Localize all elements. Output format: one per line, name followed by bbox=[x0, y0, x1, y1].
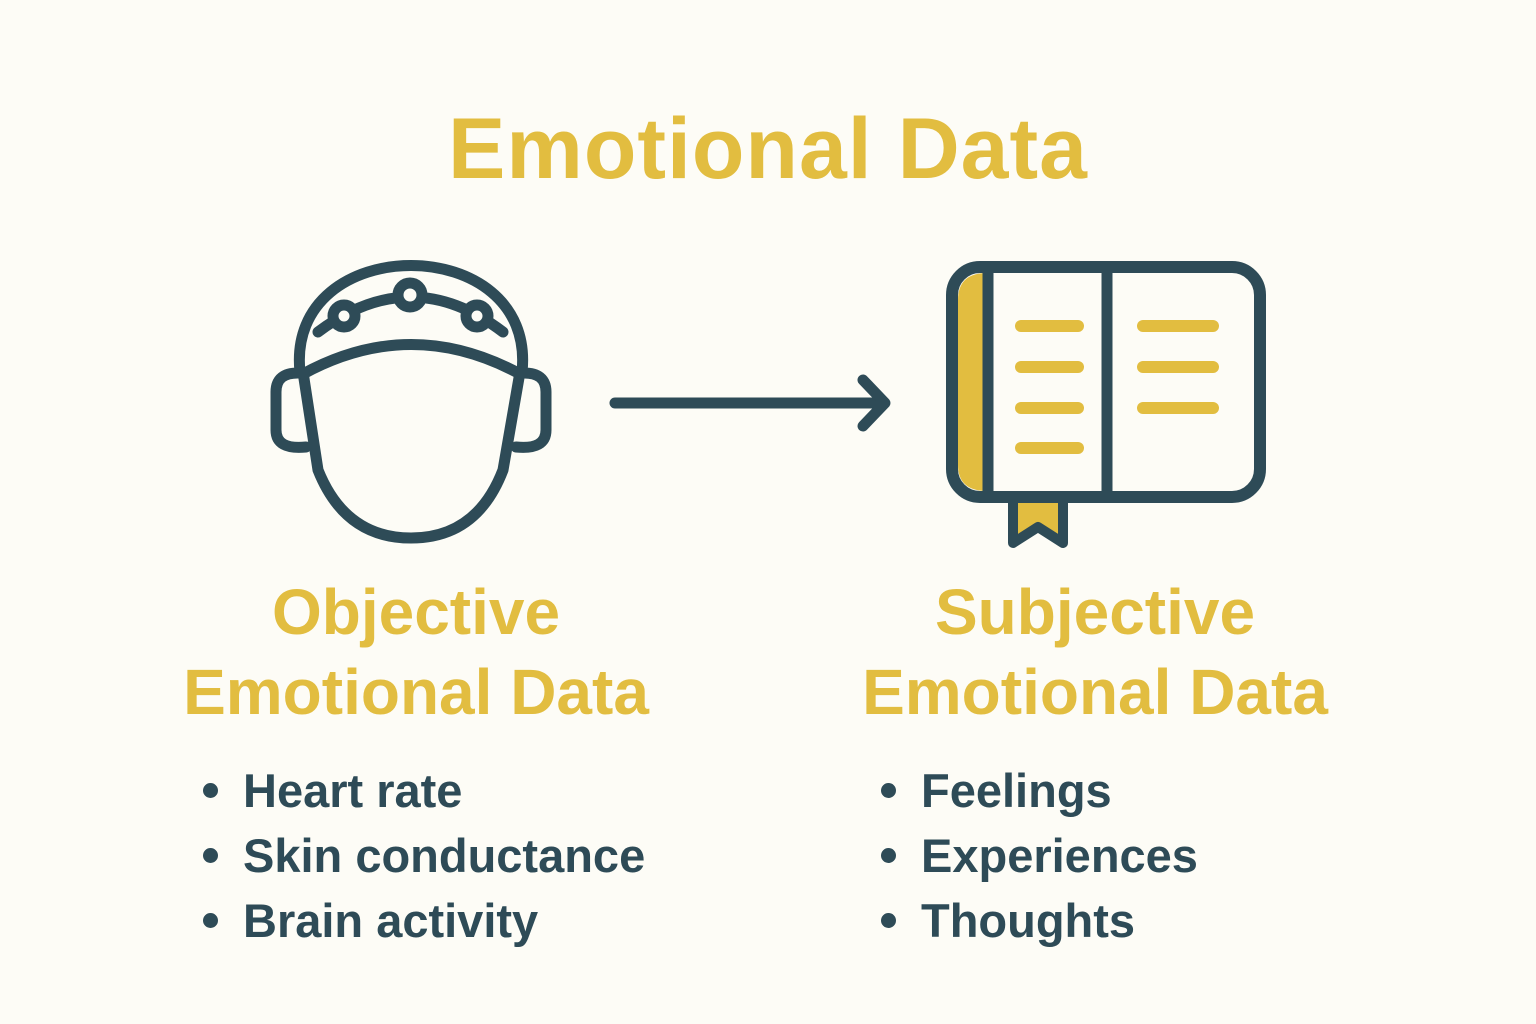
subjective-heading-line1: Subjective bbox=[934, 576, 1256, 648]
objective-heading: Objective Emotional Data bbox=[66, 572, 766, 732]
subjective-heading-line2: Emotional Data bbox=[862, 656, 1328, 728]
head-with-eeg-sensors-icon bbox=[270, 260, 552, 544]
subjective-heading: Subjective Emotional Data bbox=[745, 572, 1445, 732]
arrow-right-icon bbox=[609, 374, 891, 432]
list-item: Heart rate bbox=[203, 758, 645, 823]
list-item: Feelings bbox=[881, 758, 1198, 823]
journal-book-icon bbox=[946, 261, 1266, 548]
objective-heading-line1: Objective bbox=[271, 576, 561, 648]
objective-heading-line2: Emotional Data bbox=[183, 656, 649, 728]
list-item: Thoughts bbox=[881, 888, 1198, 953]
list-item: Brain activity bbox=[203, 888, 645, 953]
subjective-list: Feelings Experiences Thoughts bbox=[881, 758, 1198, 953]
list-item: Experiences bbox=[881, 823, 1198, 888]
page-title: Emotional Data bbox=[448, 101, 1088, 197]
list-item: Skin conductance bbox=[203, 823, 645, 888]
objective-list: Heart rate Skin conductance Brain activi… bbox=[203, 758, 645, 953]
